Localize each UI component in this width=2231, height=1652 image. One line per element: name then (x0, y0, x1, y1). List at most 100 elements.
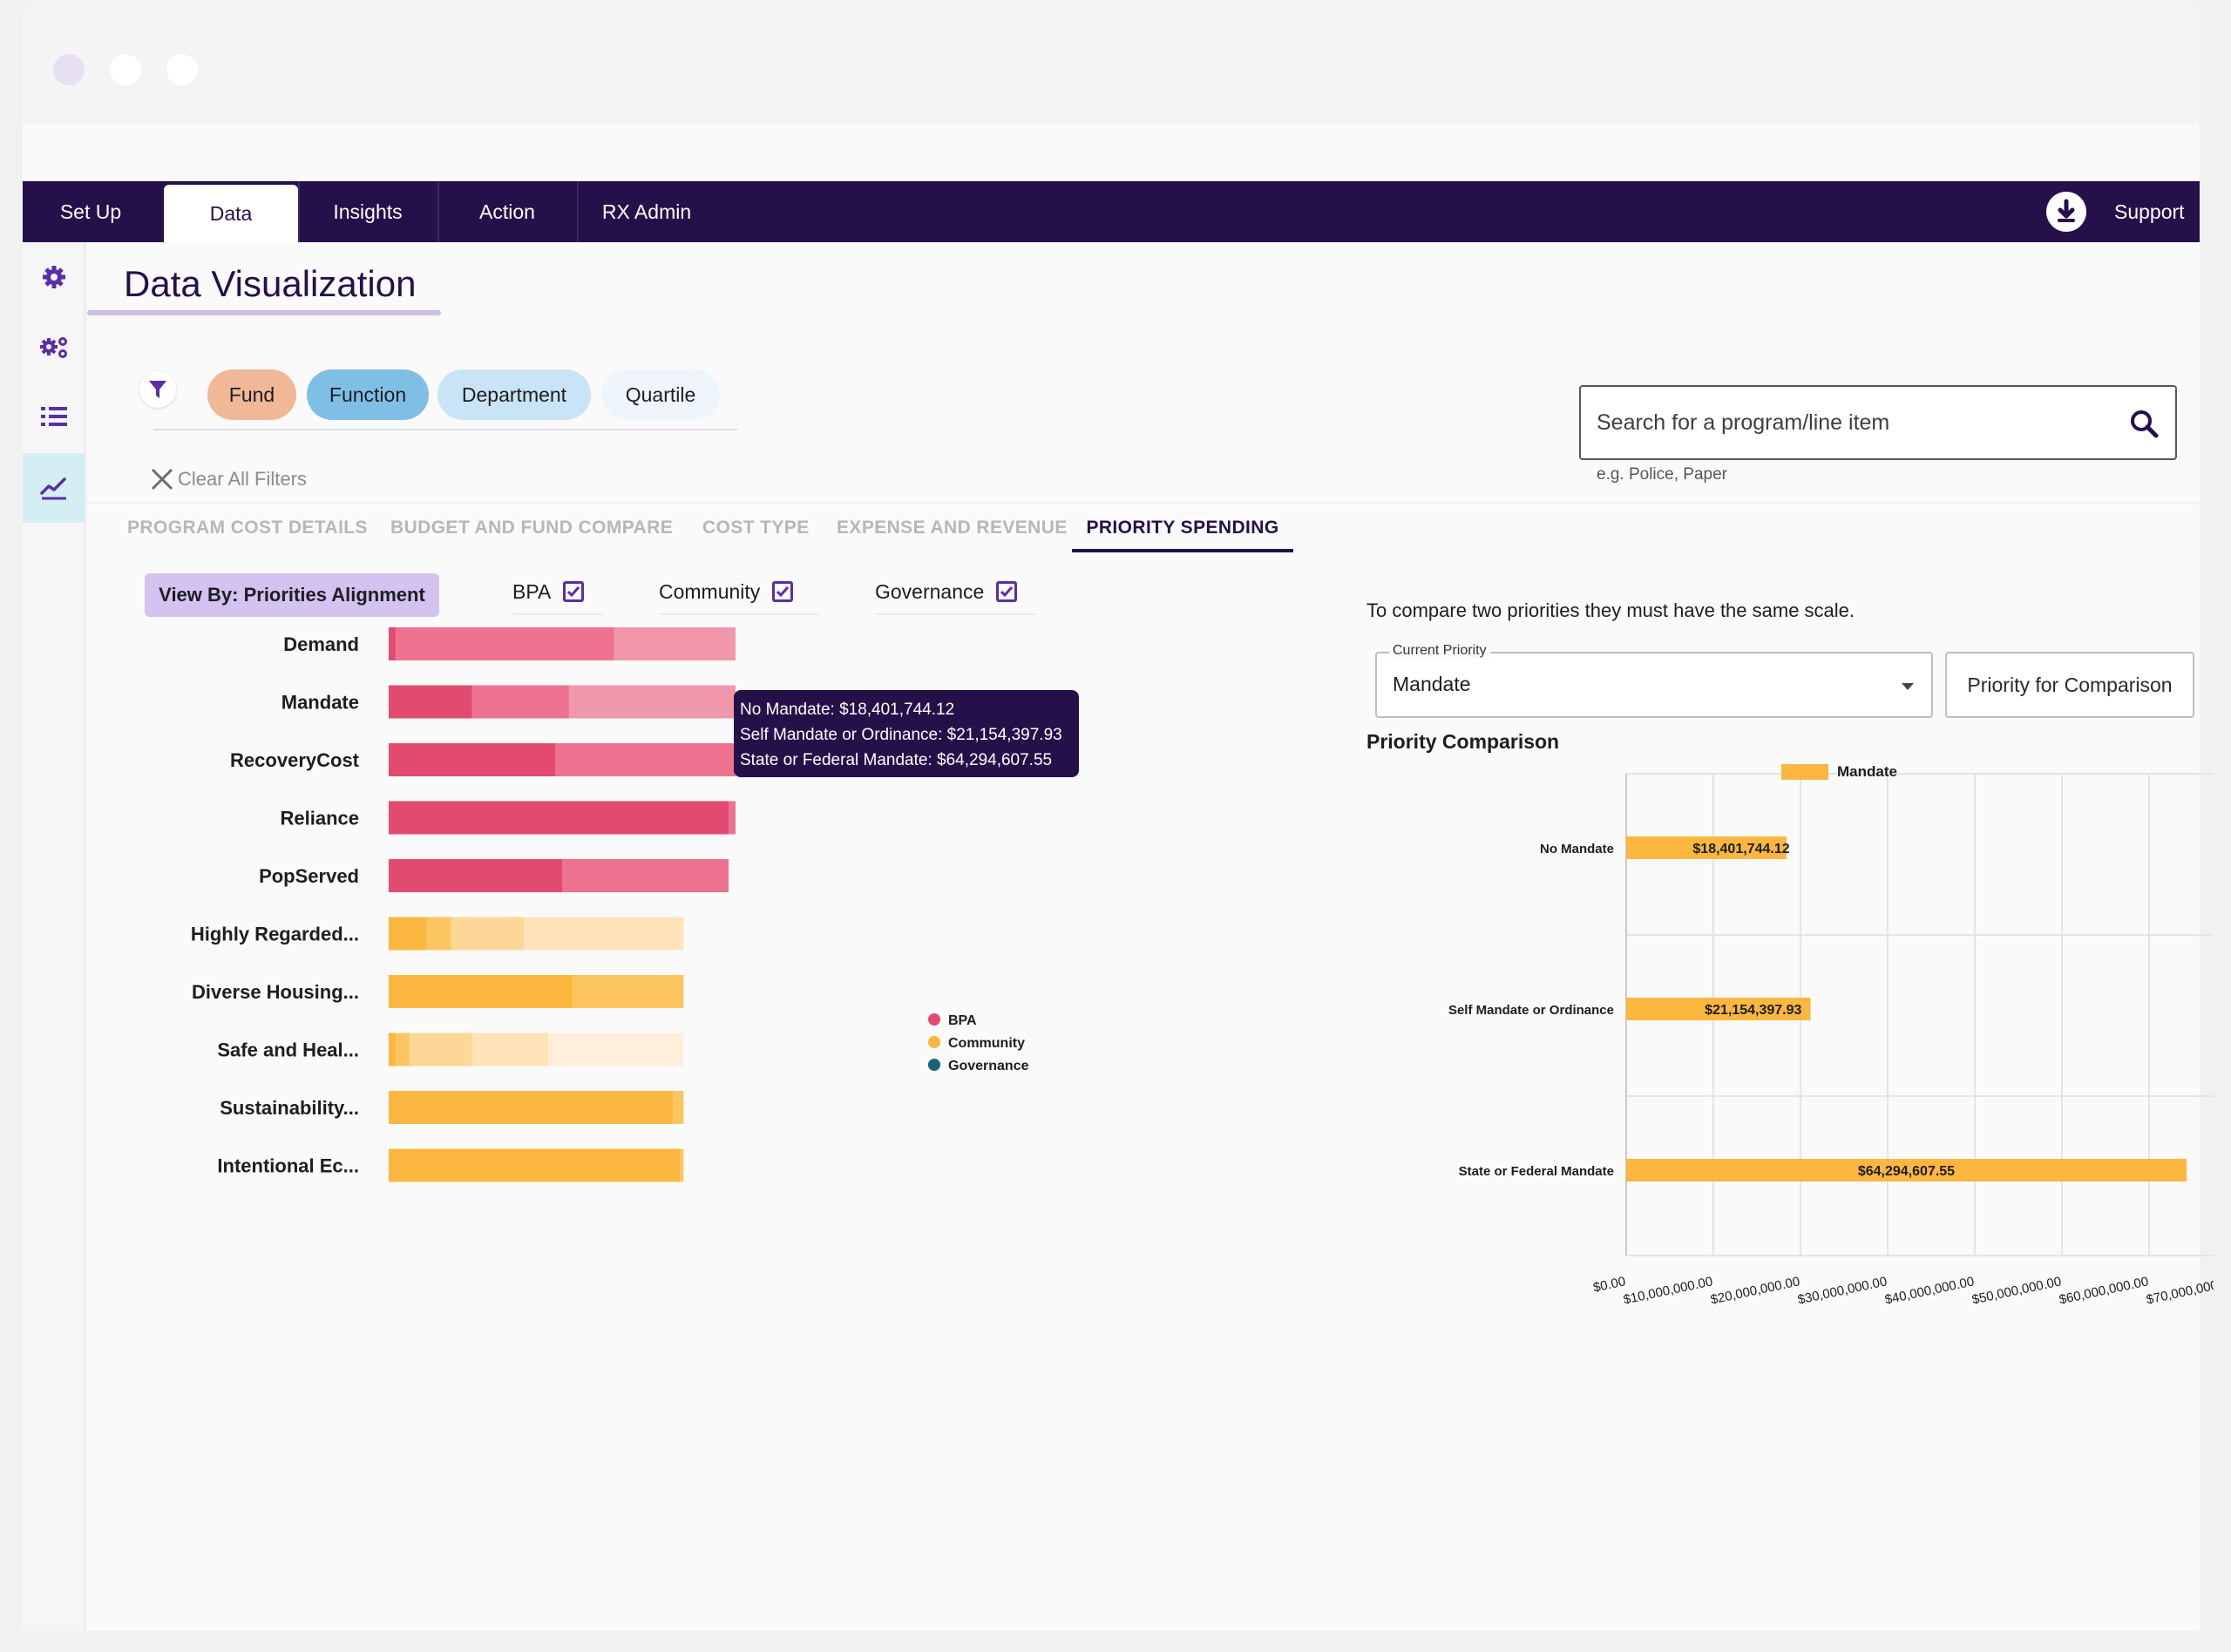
sidebar-item-advanced-settings[interactable] (23, 312, 85, 382)
priority-comparison-button[interactable]: Priority for Comparison (1945, 652, 2194, 718)
bar-segment (562, 859, 729, 892)
nav-tab-rx-admin[interactable]: RX Admin (601, 200, 692, 223)
download-button[interactable] (2046, 192, 2086, 232)
x-tick-label: $30,000,000.00 (1796, 1274, 1889, 1307)
tab-expense-revenue[interactable]: EXPENSE AND REVENUE (837, 518, 1068, 538)
category-label: Intentional Ec... (217, 1155, 359, 1177)
browser-bar (23, 124, 2200, 181)
bar-segment (471, 685, 569, 719)
category-label: Safe and Heal... (217, 1039, 359, 1061)
checkbox-governance[interactable]: Governance (875, 570, 1037, 615)
check-icon (563, 581, 585, 602)
bar-segment (389, 1032, 396, 1066)
priority-comparison-chart: $18,401,744.12 No Mandate $21,154,397.93 Se… (1448, 773, 2214, 1308)
window-minimize-dot[interactable] (110, 54, 141, 85)
legend-label: Community (948, 1036, 1025, 1051)
category-label: RecoveryCost (230, 749, 360, 771)
bar-segment (568, 685, 736, 719)
chip-department[interactable]: Department (437, 369, 591, 420)
bar-segment (389, 685, 472, 719)
legend-label: Mandate (1837, 763, 1897, 780)
data-label: $64,294,607.55 (1858, 1164, 1955, 1179)
bar-segment (572, 975, 684, 1008)
x-tick-label: $0.00 (1592, 1274, 1627, 1295)
bar-segment (389, 1091, 674, 1124)
list-icon (41, 407, 67, 426)
bar-segment (548, 1032, 684, 1066)
nav-tab-setup[interactable]: Set Up (59, 200, 122, 223)
chip-function[interactable]: Function (307, 369, 429, 420)
title-underline (87, 310, 441, 315)
legend-swatch (1781, 764, 1828, 780)
search-icon[interactable] (2128, 408, 2160, 439)
sidebar-item-charts[interactable] (23, 453, 85, 523)
subtabs-divider (87, 502, 2200, 504)
view-by-button[interactable]: View By: Priorities Alignment (145, 573, 439, 617)
data-label: $21,154,397.93 (1705, 1003, 1801, 1018)
bar-segment (614, 627, 736, 660)
search-input[interactable] (1597, 387, 2119, 458)
category-label: Mandate (281, 692, 359, 714)
bar-segment (395, 627, 614, 660)
search-hint: e.g. Police, Paper (1597, 465, 1727, 484)
filter-button[interactable] (139, 371, 176, 408)
category-label: Diverse Housing... (192, 981, 359, 1003)
bar-segment (389, 801, 729, 835)
chip-fund[interactable]: Fund (207, 369, 296, 420)
sidebar-item-list[interactable] (23, 382, 85, 451)
bar-segment (426, 917, 451, 951)
compare-note: To compare two priorities they must have… (1366, 599, 1855, 621)
sidebar-item-settings[interactable] (23, 242, 85, 312)
bar-segment (395, 1032, 410, 1066)
nav-separator (298, 181, 300, 242)
category-label: No Mandate (1540, 842, 1614, 856)
line-chart-icon (40, 477, 66, 500)
checkbox-bpa[interactable]: BPA (512, 570, 603, 615)
current-priority-select[interactable]: Current Priority Mandate (1375, 643, 1933, 718)
download-icon (2058, 199, 2075, 222)
page-title: Data Visualization (124, 263, 417, 304)
app-window: Set Up Data Insights Action RX Admin Sup… (23, 0, 2214, 1631)
legend-label: BPA (948, 1013, 977, 1028)
tab-program-cost-details[interactable]: PROGRAM COST DETAILS (127, 518, 368, 538)
tab-priority-spending[interactable]: PRIORITY SPENDING (1072, 509, 1293, 552)
check-icon (772, 581, 794, 602)
legend-label: Governance (948, 1059, 1029, 1073)
window-close-dot[interactable] (53, 54, 85, 85)
checkbox-community[interactable]: Community (659, 570, 819, 615)
clear-filters-button[interactable]: Clear All Filters (150, 467, 307, 491)
legend-marker (928, 1059, 940, 1071)
sidebar (23, 242, 85, 1631)
bar-segment (451, 917, 525, 951)
bar-segment (524, 917, 684, 951)
search-box (1579, 385, 2177, 460)
x-tick-label: $10,000,000.00 (1622, 1274, 1714, 1307)
close-icon (151, 468, 173, 491)
check-icon (996, 581, 1018, 602)
bar-segment (389, 917, 427, 951)
chip-quartile[interactable]: Quartile (601, 369, 720, 420)
priority-spending-chart: Demand Mandate RecoveryCost Reliance PopServ… (191, 627, 1029, 1182)
nav-tab-action[interactable]: Action (479, 200, 535, 223)
comparison-bar (1626, 1159, 2187, 1181)
nav-separator (577, 181, 579, 242)
checkbox-label: BPA (512, 580, 552, 603)
tab-cost-type[interactable]: COST TYPE (702, 518, 810, 538)
gear-icon (43, 266, 65, 288)
nav-tab-insights[interactable]: Insights (333, 200, 403, 223)
x-tick-label: $50,000,000.00 (1970, 1274, 2063, 1307)
tab-budget-fund-compare[interactable]: BUDGET AND FUND COMPARE (390, 518, 674, 538)
category-label: Self Mandate or Ordinance (1448, 1003, 1614, 1018)
support-link[interactable]: Support (2114, 200, 2185, 223)
comparison-legend: Mandate (1781, 763, 1897, 781)
window-maximize-dot[interactable] (166, 54, 198, 85)
bar-segment (729, 801, 736, 835)
chevron-down-icon (1902, 683, 1914, 690)
category-label: State or Federal Mandate (1459, 1164, 1614, 1179)
nav-tab-data[interactable]: Data (164, 185, 298, 242)
bar-segment (389, 975, 573, 1008)
select-label: Current Priority (1389, 643, 1490, 659)
bar-segment (555, 743, 736, 776)
select-value: Mandate (1393, 673, 1471, 695)
bar-segment (673, 1091, 684, 1124)
